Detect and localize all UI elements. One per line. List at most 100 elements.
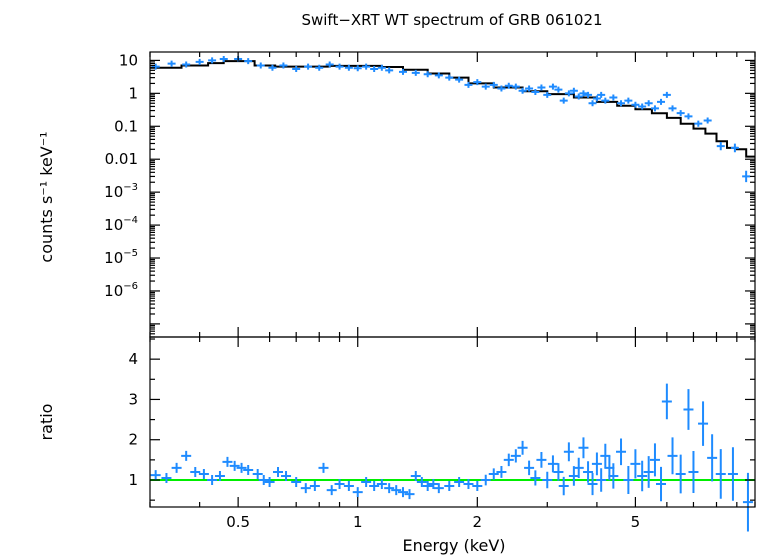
spectrum-data-point <box>569 87 578 94</box>
spectrum-data-point <box>617 100 626 107</box>
ratio-data-point <box>404 489 415 500</box>
ratio-data-point <box>416 477 427 488</box>
spectrum-data-point <box>548 83 557 90</box>
y-tick-label: 1 <box>128 84 138 102</box>
ratio-data-point <box>503 453 514 467</box>
ratio-data-point <box>715 449 726 499</box>
spectrum-data-point <box>584 91 593 98</box>
spectrum-data-point <box>609 94 618 101</box>
ratio-data-point <box>410 470 421 481</box>
ratio-data-point <box>496 465 507 478</box>
ratio-data-point <box>463 479 474 490</box>
spectrum-data-point <box>716 141 725 151</box>
x-tick-label: 0.5 <box>226 513 250 531</box>
y-tick-label: 10−4 <box>104 215 138 234</box>
ratio-data-point <box>171 462 182 473</box>
ratio-data-point <box>530 470 541 486</box>
ratio-data-point <box>222 456 233 467</box>
ratio-data-point <box>252 468 263 479</box>
ratio-data-point <box>369 481 380 492</box>
spectrum-data-point <box>694 120 703 127</box>
ratio-data-point <box>698 401 709 446</box>
spectrum-data-point <box>525 85 534 92</box>
ratio-data-point <box>568 466 579 486</box>
ratio-data-point <box>536 451 547 468</box>
spectrum-data-point <box>676 110 685 117</box>
ratio-data-point <box>352 487 363 498</box>
ratio-data-point <box>643 456 654 488</box>
ratio-data-point <box>573 457 584 479</box>
model-layer <box>150 60 755 158</box>
ratio-data-point <box>727 447 738 501</box>
y-axis-label: counts s⁻¹ keV⁻¹ <box>37 131 56 262</box>
ratio-data-point <box>309 481 320 492</box>
ratio-data-point <box>578 437 589 459</box>
spectrum-data-point <box>644 100 653 107</box>
spectrum-data-point <box>588 100 597 107</box>
ratio-data-point <box>688 450 699 493</box>
spectrum-data-point <box>304 63 313 70</box>
ratio-data-point <box>517 440 528 455</box>
spectrum-data-point <box>554 86 563 93</box>
ratio-data-point <box>428 479 439 490</box>
ratio-data-point <box>558 476 569 496</box>
spectrum-data-point <box>703 117 712 124</box>
ratio-data-point <box>397 487 408 498</box>
ratio-data-point <box>207 475 218 486</box>
data-layer <box>150 56 753 532</box>
ratio-axis-label: ratio <box>37 404 56 441</box>
ratio-frame <box>149 336 756 508</box>
spectrum-data-point <box>182 61 191 68</box>
ratio-data-point <box>488 468 499 480</box>
ratio-data-point <box>683 389 694 430</box>
spectrum-data-point <box>657 98 666 105</box>
ratio-data-point <box>214 470 225 481</box>
spectrum-data-point <box>742 170 751 183</box>
spectrum-data-point <box>481 83 490 90</box>
spectrum-data-point <box>730 143 739 153</box>
spectrum-data-point <box>353 65 362 72</box>
ratio-data-point <box>376 479 387 490</box>
y-tick-label: 10−6 <box>104 281 138 300</box>
spectrum-data-point <box>543 91 552 98</box>
spectrum-data-point <box>423 71 432 78</box>
spectrum-data-point <box>668 105 677 112</box>
spectrum-data-point <box>489 81 498 88</box>
ratio-data-point <box>742 472 753 532</box>
ratio-data-point <box>596 468 607 492</box>
ratio-data-point <box>391 485 402 496</box>
spectrum-data-point <box>325 61 334 68</box>
spectrum-data-point <box>208 57 217 64</box>
spectrum-data-point <box>511 83 520 90</box>
ratio-data-point <box>524 460 535 476</box>
spectrum-data-point <box>362 63 371 70</box>
spectrum-data-point <box>497 85 506 92</box>
ratio-y-tick-label: 2 <box>128 431 138 449</box>
ratio-data-point <box>649 443 660 477</box>
chart-title: Swift−XRT WT spectrum of GRB 061021 <box>301 11 602 29</box>
y-tick-label: 10 <box>119 51 138 69</box>
spectrum-data-point <box>455 76 464 83</box>
spectrum-data-point <box>244 58 253 65</box>
ratio-data-point <box>300 483 311 494</box>
ratio-data-point <box>161 472 172 483</box>
ratio-data-point <box>243 464 254 475</box>
ratio-data-point <box>343 481 354 492</box>
spectrum-data-point <box>537 84 546 91</box>
ratio-data-point <box>656 466 667 502</box>
spectrum-data-point <box>167 60 176 67</box>
ratio-data-point <box>190 466 201 477</box>
spectrum-data-point <box>256 62 265 69</box>
spectrum-data-point <box>559 97 568 104</box>
spectrum-data-point <box>344 64 353 71</box>
ratio-data-point <box>291 477 302 488</box>
ratio-data-point <box>273 466 284 477</box>
spectrum-data-point <box>624 97 633 104</box>
ratio-data-point <box>583 461 594 483</box>
ratio-data-point <box>510 449 521 463</box>
x-tick-label: 2 <box>473 513 483 531</box>
spectrum-data-point <box>574 93 583 100</box>
spectrum-data-point <box>592 95 601 102</box>
spectrum-data-point <box>638 103 647 110</box>
ratio-data-point <box>229 460 240 471</box>
